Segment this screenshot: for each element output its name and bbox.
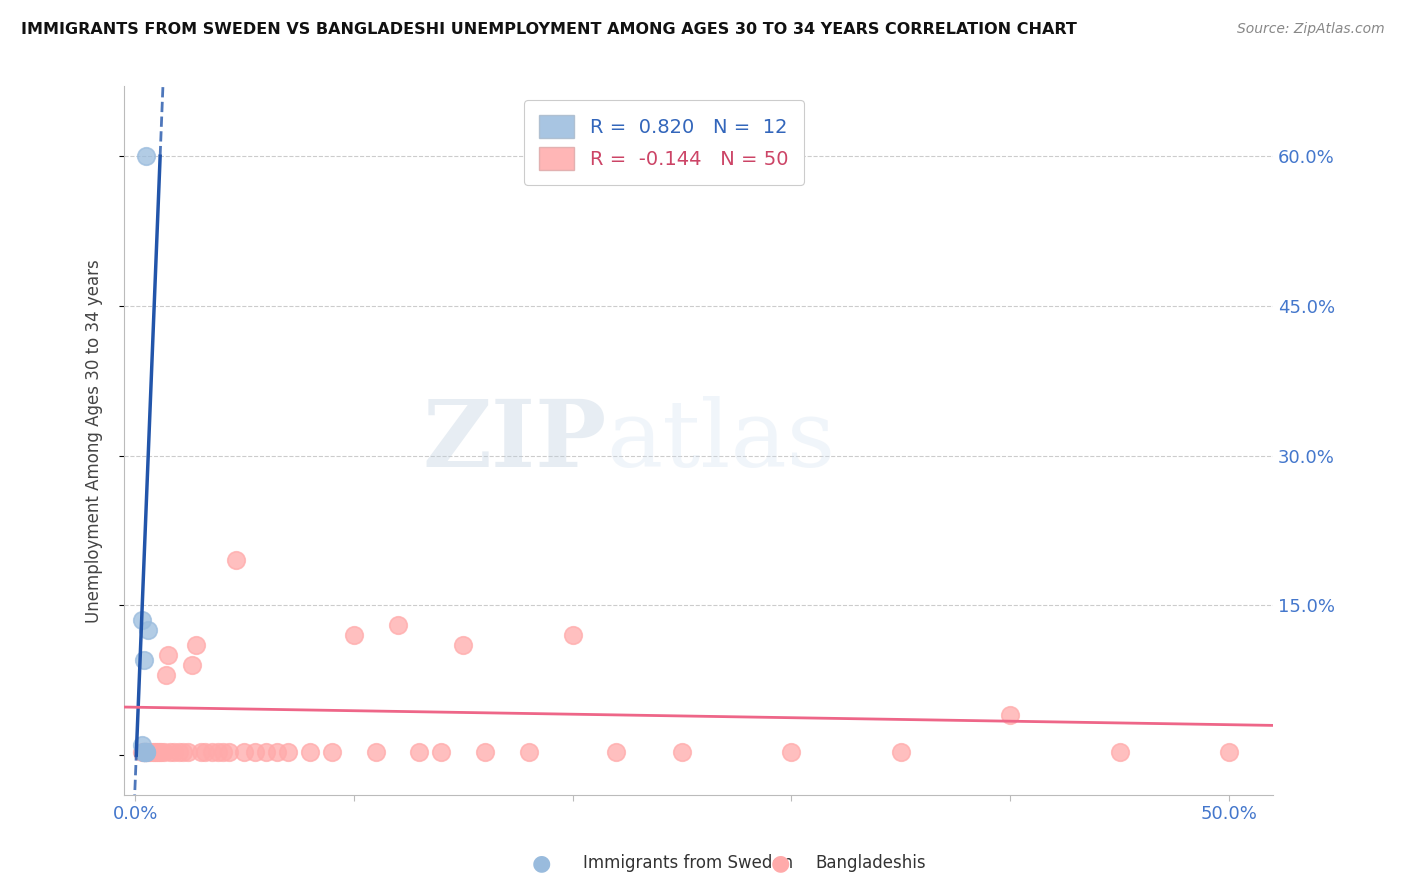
Point [135, 745, 157, 759]
Text: ●: ● [770, 854, 790, 873]
Point [321, 745, 343, 759]
Point [172, 745, 194, 759]
Point [1108, 745, 1130, 759]
Point [277, 745, 299, 759]
Legend: R =  0.820   N =  12, R =  -0.144   N = 50: R = 0.820 N = 12, R = -0.144 N = 50 [524, 100, 804, 186]
Point [1000, 708, 1022, 723]
Point [135, 745, 157, 759]
Point [131, 745, 153, 759]
Point [132, 745, 155, 759]
Point [132, 653, 155, 667]
Point [132, 745, 155, 759]
Point [167, 745, 190, 759]
Point [163, 745, 186, 759]
Point [132, 745, 155, 759]
Point [233, 745, 256, 759]
Point [561, 628, 583, 642]
Text: ZIP: ZIP [422, 396, 606, 486]
Point [430, 745, 453, 759]
Point [671, 745, 693, 759]
Point [139, 745, 162, 759]
Point [135, 745, 157, 759]
Text: Immigrants from Sweden: Immigrants from Sweden [583, 855, 793, 872]
Point [194, 745, 217, 759]
Text: ●: ● [531, 854, 551, 873]
Point [254, 745, 277, 759]
Point [155, 668, 177, 682]
Point [132, 745, 155, 759]
Point [387, 618, 409, 632]
Point [517, 745, 540, 759]
Point [143, 745, 166, 759]
Point [890, 745, 912, 759]
Point [190, 745, 212, 759]
Point [132, 745, 155, 759]
Point [146, 745, 169, 759]
Point [780, 745, 803, 759]
Point [201, 745, 224, 759]
Text: atlas: atlas [606, 396, 835, 486]
Point [186, 638, 208, 652]
Point [148, 745, 170, 759]
Point [156, 648, 179, 663]
Point [245, 745, 267, 759]
Point [343, 628, 366, 642]
Point [364, 745, 387, 759]
Point [135, 149, 157, 163]
Point [131, 613, 153, 627]
Point [225, 553, 247, 567]
Point [142, 745, 165, 759]
Point [150, 745, 173, 759]
Point [136, 745, 159, 759]
Point [451, 638, 474, 652]
Point [135, 745, 157, 759]
Point [211, 745, 233, 759]
Point [218, 745, 240, 759]
Point [159, 745, 181, 759]
Point [266, 745, 288, 759]
Point [207, 745, 229, 759]
Point [152, 745, 174, 759]
Point [605, 745, 627, 759]
Point [131, 738, 153, 752]
Point [176, 745, 198, 759]
Text: Bangladeshis: Bangladeshis [815, 855, 927, 872]
Text: Source: ZipAtlas.com: Source: ZipAtlas.com [1237, 22, 1385, 37]
Point [299, 745, 322, 759]
Point [1218, 745, 1240, 759]
Point [136, 624, 159, 638]
Y-axis label: Unemployment Among Ages 30 to 34 years: Unemployment Among Ages 30 to 34 years [86, 259, 103, 623]
Text: IMMIGRANTS FROM SWEDEN VS BANGLADESHI UNEMPLOYMENT AMONG AGES 30 TO 34 YEARS COR: IMMIGRANTS FROM SWEDEN VS BANGLADESHI UN… [21, 22, 1077, 37]
Point [408, 745, 430, 759]
Point [474, 745, 496, 759]
Point [181, 658, 204, 673]
